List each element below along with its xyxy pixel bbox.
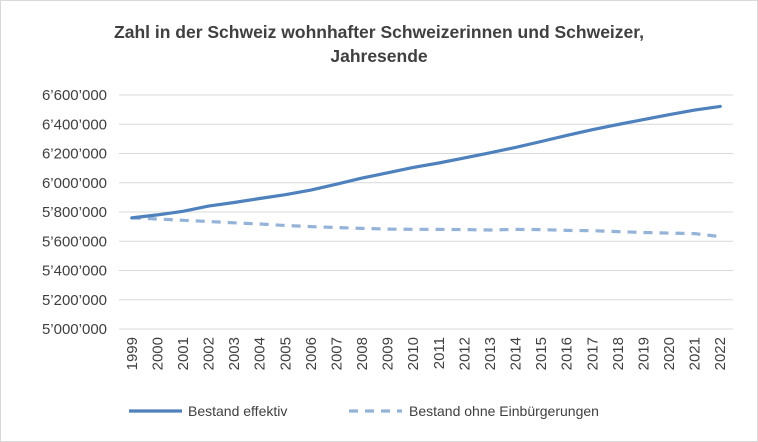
- gridlines: [119, 94, 733, 330]
- y-tick-label: 5’400’000: [42, 263, 107, 280]
- chart-title-line-2: Jahresende: [330, 46, 428, 66]
- x-tick-label: 2009: [380, 337, 397, 370]
- x-axis-tick-labels: 1999 2000 2001 2002 2003 2004 2005 2006 2007 2008…: [124, 337, 729, 370]
- series-line-0: [130, 104, 722, 220]
- y-tick-label: 6’200’000: [42, 146, 107, 163]
- x-tick-label: 2012: [456, 337, 473, 370]
- series-lines: [130, 104, 722, 239]
- y-tick-label: 5’200’000: [42, 292, 107, 309]
- x-tick-label: 2007: [328, 337, 345, 370]
- x-tick-label: 2008: [354, 337, 371, 370]
- series-line-1: [131, 216, 721, 239]
- x-tick-label: 2003: [226, 337, 243, 370]
- y-tick-label: 6’000’000: [42, 175, 107, 192]
- x-tick-label: 2004: [252, 337, 269, 370]
- chart-title-line-1: Zahl in der Schweiz wohnhafter Schweizer…: [114, 22, 644, 42]
- x-tick-label: 2006: [303, 337, 320, 370]
- x-tick-label: 2019: [635, 337, 652, 370]
- x-tick-label: 2013: [482, 337, 499, 370]
- y-tick-label: 5’000’000: [42, 321, 107, 338]
- legend: Bestand effektiv Bestand ohne Einbürgerun…: [129, 403, 599, 419]
- x-tick-label: 2018: [610, 337, 627, 370]
- x-tick-label: 2002: [201, 337, 218, 370]
- y-tick-label: 6’600’000: [42, 87, 107, 104]
- y-axis-tick-labels: 5’000’000 5’200’000 5’400’000 5’600’000 5’80…: [42, 87, 107, 338]
- x-tick-label: 2011: [431, 337, 448, 369]
- x-tick-label: 2001: [175, 337, 192, 370]
- x-tick-label: 2020: [661, 337, 678, 370]
- x-tick-label: 2017: [584, 337, 601, 370]
- x-tick-label: 2016: [559, 337, 576, 370]
- legend-label-0: Bestand effektiv: [188, 403, 287, 419]
- y-tick-label: 6’400’000: [42, 116, 107, 133]
- y-tick-label: 5’600’000: [42, 233, 107, 250]
- x-tick-label: 2021: [687, 337, 704, 370]
- legend-label-1: Bestand ohne Einbürgerungen: [409, 403, 599, 419]
- x-tick-label: 2000: [149, 337, 166, 370]
- x-tick-label: 2022: [712, 337, 729, 370]
- x-tick-label: 2015: [533, 337, 550, 370]
- x-tick-label: 1999: [124, 337, 141, 370]
- x-tick-label: 2005: [277, 337, 294, 370]
- x-tick-label: 2010: [405, 337, 422, 370]
- y-tick-label: 5’800’000: [42, 204, 107, 221]
- x-tick-label: 2014: [508, 337, 525, 370]
